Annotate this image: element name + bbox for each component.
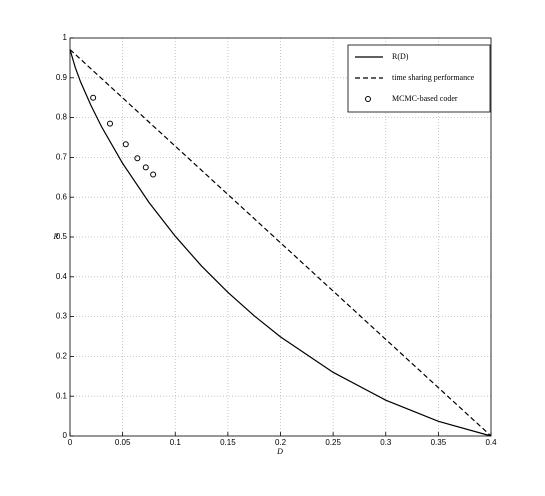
y-tick-label: 0.9 bbox=[56, 73, 68, 82]
data-point bbox=[134, 155, 141, 162]
legend-box bbox=[347, 44, 491, 113]
data-point bbox=[106, 120, 113, 127]
y-tick-label: 1 bbox=[63, 33, 68, 42]
y-tick-label: 0.5 bbox=[56, 232, 68, 241]
data-point bbox=[122, 141, 129, 148]
y-tick-label: 0.3 bbox=[56, 312, 68, 321]
data-point bbox=[150, 171, 157, 178]
x-axis-label: D bbox=[276, 447, 283, 456]
data-line bbox=[69, 49, 492, 437]
x-tick-label: 0.4 bbox=[485, 438, 497, 447]
y-axis-label: R bbox=[53, 232, 59, 241]
y-tick-label: 0 bbox=[63, 431, 68, 440]
y-tick-label: 0.6 bbox=[56, 192, 68, 201]
x-tick-label: 0.25 bbox=[325, 438, 341, 447]
x-tick-label: 0.35 bbox=[431, 438, 447, 447]
x-tick-label: 0.3 bbox=[380, 438, 392, 447]
x-tick-label: 0.15 bbox=[220, 438, 236, 447]
x-tick-label: 0.2 bbox=[275, 438, 287, 447]
y-tick-label: 0.8 bbox=[56, 113, 68, 122]
data-line bbox=[69, 49, 492, 437]
x-tick-label: 0.1 bbox=[170, 438, 182, 447]
y-tick-label: 0.1 bbox=[56, 391, 68, 400]
data-point bbox=[142, 164, 149, 171]
plot-frame bbox=[69, 37, 492, 437]
legend-label: R(D) bbox=[392, 52, 409, 61]
y-tick-label: 0.7 bbox=[56, 153, 68, 162]
legend-marker bbox=[365, 96, 371, 102]
x-tick-label: 0 bbox=[68, 438, 73, 447]
y-tick-label: 0.4 bbox=[56, 272, 68, 281]
legend-label: MCMC-based coder bbox=[392, 94, 458, 103]
x-tick-label: 0.05 bbox=[115, 438, 131, 447]
legend-label: time sharing performance bbox=[392, 73, 475, 82]
data-point bbox=[90, 94, 97, 101]
y-tick-label: 0.2 bbox=[56, 352, 68, 361]
